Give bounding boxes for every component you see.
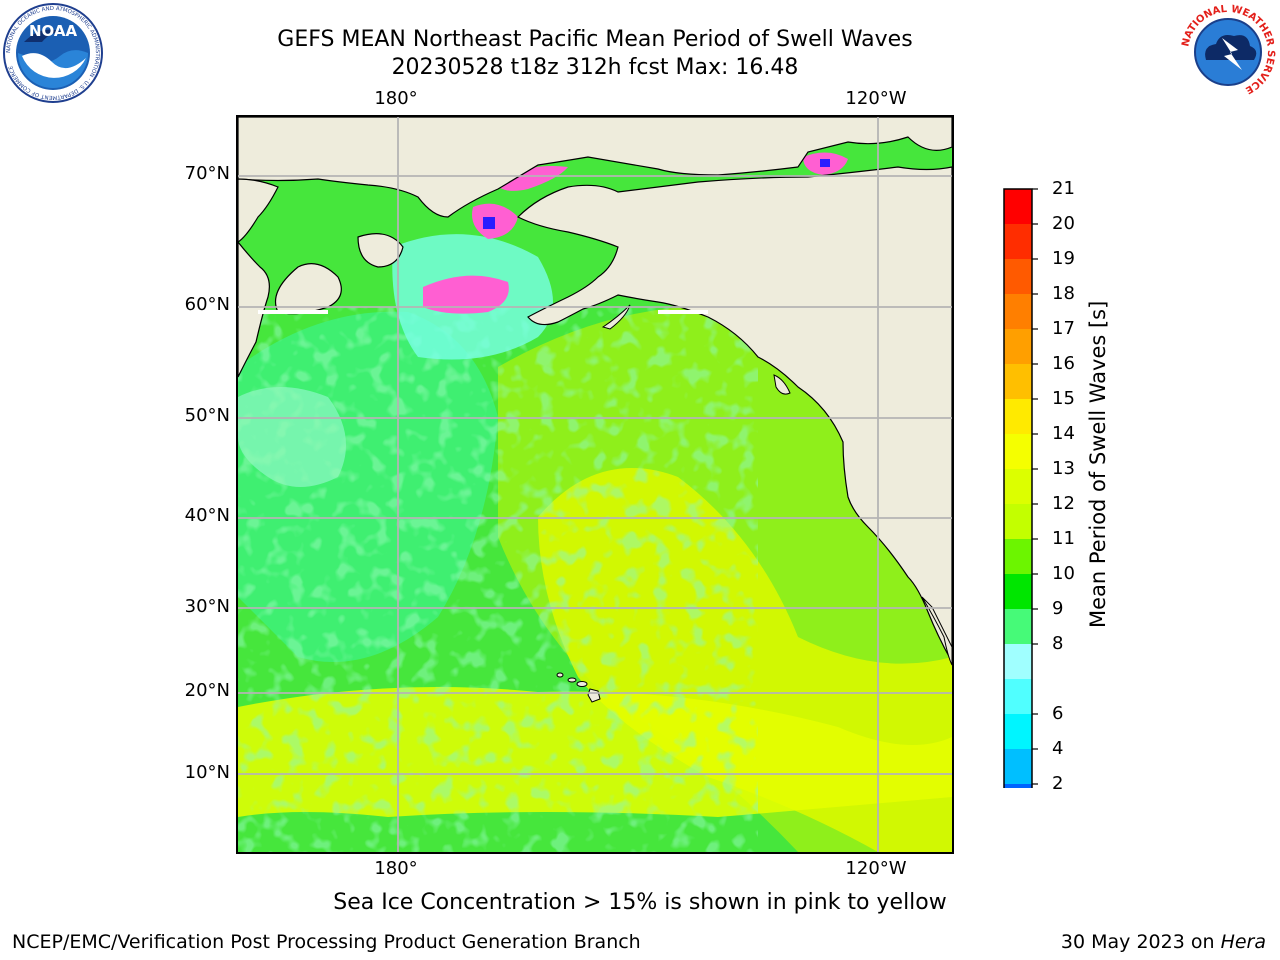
footer-branch: NCEP/EMC/Verification Post Processing Pr… [12,931,641,953]
colorbar-tick-label: 14 [1052,423,1075,444]
colorbar-segment [1004,504,1032,539]
colorbar-segment [1004,224,1032,259]
colorbar-segment [1004,364,1032,399]
colorbar-tick-label: 2 [1052,773,1064,794]
land-arctic-coast [238,117,952,218]
svg-text:NOAA: NOAA [29,22,78,40]
colorbar-segment [1004,294,1032,329]
colorbar-segment [1004,434,1032,469]
sea-ice-beaufort-core [820,159,830,167]
colorbar-tick-label: 17 [1052,318,1075,339]
colorbar-tick-label: 4 [1052,738,1064,759]
colorbar [1002,188,1082,849]
colorbar-tick-label: 8 [1052,633,1064,654]
land-chukotka-south [357,233,404,268]
lat-label-30n: 30°N [184,596,230,617]
lat-label-70n: 70°N [184,163,230,184]
colorbar-tick-label: 21 [1052,178,1075,199]
colorbar-segment [1004,189,1032,224]
chart-subtitle: 20230528 t18z 312h fcst Max: 16.48 [391,55,799,80]
colorbar-tick-label: 16 [1052,353,1075,374]
lat-label-10n: 10°N [184,762,230,783]
top-lon-label-180: 180° [374,88,418,109]
colorbar-segment [1004,469,1032,504]
colorbar-segment [1004,679,1032,714]
lat-label-60n: 60°N [184,294,230,315]
colorbar-segment [1004,609,1032,644]
colorbar-tick-label: 13 [1052,458,1075,479]
lat-label-20n: 20°N [184,680,230,701]
colorbar-tick-label: 6 [1052,703,1064,724]
land-siberia [238,178,279,243]
map-canvas [238,117,952,852]
field-texture [238,307,758,852]
colorbar-segment [1004,644,1032,679]
land-baja [921,596,952,666]
sea-ice-core [483,217,495,229]
sea-ice-bering [423,275,509,314]
colorbar-label: Mean Period of Swell Waves [s] [1086,300,1110,628]
sea-ice-chukchi [493,166,568,191]
colorbar-segment [1004,714,1032,749]
land-north-america [516,166,952,664]
footer-date: 30 May 2023 on [1060,931,1215,953]
colorbar-segment [1004,574,1032,609]
footer-machine: Hera [1220,931,1266,953]
colorbar-tick-label: 12 [1052,493,1075,514]
graticule [238,117,952,852]
bottom-lon-label-180: 180° [374,858,418,879]
swell-period-map [236,115,954,854]
colorbar-tick-label: 9 [1052,598,1064,619]
colorbar-tick-label: 11 [1052,528,1075,549]
land-haida-gwaii [773,374,791,395]
chart-title: GEFS MEAN Northeast Pacific Mean Period … [277,27,913,52]
colorbar-segment [1004,539,1032,574]
colorbar-tick-label: 20 [1052,213,1075,234]
lat-label-40n: 40°N [184,505,230,526]
colorbar-tick-label: 10 [1052,563,1075,584]
sea-ice-note: Sea Ice Concentration > 15% is shown in … [333,890,947,915]
nws-logo-icon: NATIONAL WEATHER SERVICE [1178,2,1278,102]
lat-label-50n: 50°N [184,405,230,426]
colorbar-segment [1004,259,1032,294]
land-kamchatka [238,241,270,378]
colorbar-segment [1004,399,1032,434]
colorbar-tick-label: 18 [1052,283,1075,304]
colorbar-scale [1003,188,1038,849]
footer-timestamp: 30 May 2023 on Hera [1061,931,1266,953]
noaa-logo-icon: NOAA NATIONAL OCEANIC AND ATMOSPHERIC AD… [2,2,104,104]
colorbar-segment [1004,329,1032,364]
bottom-lon-label-120w: 120°W [845,858,907,879]
colorbar-tick-label: 15 [1052,388,1075,409]
top-lon-label-120w: 120°W [845,88,907,109]
colorbar-tick-label: 19 [1052,248,1075,269]
colorbar-segment [1004,749,1032,784]
land-alaska-peninsula [601,304,631,330]
colorbar-segment [1004,784,1032,819]
